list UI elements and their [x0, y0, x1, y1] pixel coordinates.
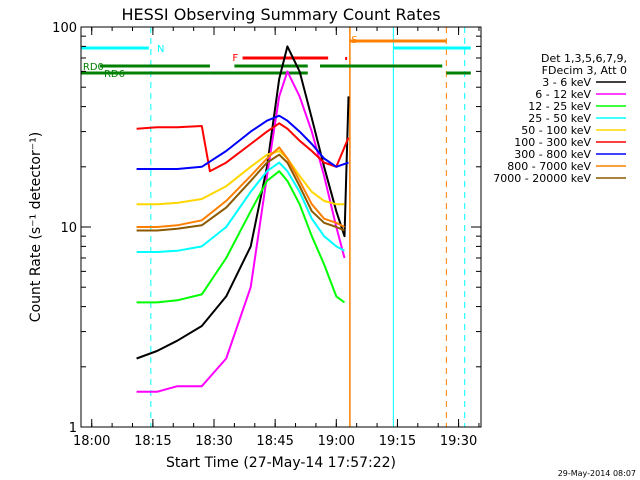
legend-entry-label: 100 - 300 keV — [514, 136, 591, 149]
series-9-line — [136, 153, 345, 232]
series-6-line — [136, 122, 350, 173]
legend-header: Det 1,3,5,6,7,9, — [541, 52, 627, 65]
legend-header: FDecim 3, Att 0 — [542, 64, 627, 77]
legend-entry-label: 300 - 800 keV — [514, 148, 591, 161]
flare-label: F — [232, 53, 238, 64]
legend-entry-label: 3 - 6 keV — [542, 76, 591, 89]
series-5-line — [136, 150, 345, 206]
legend-entry-label: 7000 - 20000 keV — [493, 172, 591, 185]
y-axis: 1 10 100 — [52, 21, 481, 436]
rd0-label: RD0 — [83, 62, 104, 73]
flare-marker — [345, 57, 348, 60]
series-2-line — [136, 70, 346, 393]
series-7-line — [136, 114, 349, 170]
x-tick-label: 18:15 — [134, 434, 171, 449]
y-tick-label: 1 — [69, 421, 77, 436]
x-axis: 18:00 18:15 18:30 18:45 19:00 19:15 19:30 — [73, 27, 480, 449]
legend-entry-label: 25 - 50 keV — [528, 112, 591, 125]
footer-timestamp: 29-May-2014 08:07 — [558, 469, 636, 478]
night-label: N — [157, 44, 164, 55]
x-tick-label: 19:30 — [440, 434, 477, 449]
y-axis-label: Count Rate (s⁻¹ detector⁻¹) — [28, 132, 44, 322]
x-tick-label: 18:00 — [73, 434, 110, 449]
x-axis-label: Start Time (27-May-14 17:57:22) — [166, 455, 396, 471]
legend-entry-label: 12 - 25 keV — [528, 100, 591, 113]
x-tick-label: 19:00 — [318, 434, 355, 449]
rd6-label: RD6 — [104, 69, 125, 80]
x-tick-label: 19:15 — [379, 434, 416, 449]
saa-label: S — [351, 35, 357, 46]
series-1-line — [136, 45, 350, 360]
series-3-line — [136, 170, 346, 304]
legend: Det 1,3,5,6,7,9,FDecim 3, Att 03 - 6 keV… — [493, 52, 627, 185]
legend-entry-label: 50 - 100 keV — [521, 124, 591, 137]
legend-entry-label: 6 - 12 keV — [535, 88, 591, 101]
x-tick-label: 18:30 — [195, 434, 232, 449]
x-tick-label: 18:45 — [256, 434, 293, 449]
series-4-line — [136, 161, 345, 253]
chart-title: HESSI Observing Summary Count Rates — [121, 5, 440, 24]
legend-entry-label: 800 - 7000 keV — [507, 160, 591, 173]
y-tick-label: 100 — [52, 21, 77, 36]
series-layer — [136, 45, 350, 393]
y-tick-label: 10 — [60, 221, 77, 236]
series-8-line — [136, 146, 345, 228]
